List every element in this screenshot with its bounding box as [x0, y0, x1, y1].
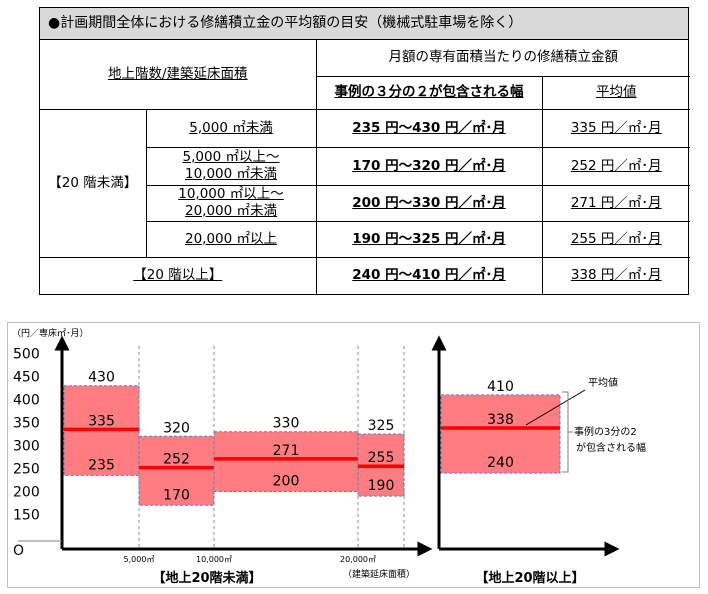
range-bracket: [562, 391, 569, 473]
high-value-label: 430: [88, 370, 115, 386]
range-text: 235 円〜430 円／㎡･月: [352, 119, 506, 136]
table-row: 【20 階以上】 240 円〜410 円／㎡･月 338 円／㎡･月: [40, 256, 690, 294]
avg-text: 271 円／㎡･月: [570, 194, 662, 211]
group-over20-label: 【20 階以上】: [133, 267, 223, 284]
high-value-label: 330: [273, 416, 300, 432]
avg-value-label: 255: [368, 450, 395, 466]
table-row: 10,000 ㎡以上〜 20,000 ㎡未満 200 円〜330 円／㎡･月 2…: [40, 184, 690, 222]
y-tick-label: 400: [13, 393, 40, 409]
group-label-over20: 【地上20階以上】: [475, 570, 584, 586]
group-under20-label: 【20 階未満】: [48, 174, 138, 191]
avg-text: 335 円／㎡･月: [570, 119, 662, 136]
range-text: 240 円〜410 円／㎡･月: [352, 267, 506, 284]
area-cell: 5,000 ㎡以上〜 10,000 ㎡未満: [146, 146, 317, 186]
range-cell: 240 円〜410 円／㎡･月: [315, 256, 543, 294]
y-tick-label: 150: [13, 508, 40, 524]
estimate-table: ●計画期間全体における修繕積立金の平均額の目安（機械式駐車場を除く） 地上階数/…: [39, 7, 690, 295]
header-monthly: 月額の専有面積当たりの修繕積立金額: [315, 40, 690, 77]
group-label-under20: 【地上20階未満】: [152, 570, 261, 586]
group-under20-cell: 【20 階未満】: [40, 108, 147, 258]
range-bar: [213, 431, 359, 493]
table-grid: 地上階数/建築延床面積 月額の専有面積当たりの修繕積立金額 事例の３分の２が包含…: [40, 40, 690, 294]
avg-value-label: 338: [487, 412, 514, 428]
low-value-label: 200: [273, 474, 300, 490]
avg-value-label: 335: [88, 413, 115, 429]
range-text: 170 円〜320 円／㎡･月: [352, 157, 506, 174]
area-cell: 20,000 ㎡以上: [146, 220, 317, 258]
annotation-range-line2: が包含される幅: [576, 441, 646, 454]
group-over20-cell: 【20 階以上】: [40, 256, 317, 294]
y-tick-label: 250: [13, 462, 40, 478]
header-range-text: 事例の３分の２が包含される幅: [334, 84, 524, 100]
avg-cell: 271 円／㎡･月: [541, 184, 690, 222]
avg-text: 255 円／㎡･月: [570, 230, 662, 247]
avg-text: 252 円／㎡･月: [570, 157, 662, 174]
range-bar: [138, 435, 215, 506]
y-tick-label: 300: [13, 439, 40, 455]
y-tick-label: O: [13, 543, 24, 559]
range-text: 190 円〜325 円／㎡･月: [352, 230, 506, 247]
range-cell: 190 円〜325 円／㎡･月: [315, 220, 543, 258]
table-title: ●計画期間全体における修繕積立金の平均額の目安（機械式駐車場を除く）: [40, 8, 688, 40]
avg-annotation-leader: [525, 389, 586, 426]
header-monthly-text: 月額の専有面積当たりの修繕積立金額: [388, 49, 619, 66]
table-row: 5,000 ㎡以上〜 10,000 ㎡未満 170 円〜320 円／㎡･月 25…: [40, 146, 690, 186]
avg-cell: 252 円／㎡･月: [541, 146, 690, 186]
y-axis-title: （円／専床㎡･月）: [12, 327, 89, 339]
header-avg-text: 平均値: [596, 84, 637, 100]
x-tick-label: 5,000㎡: [124, 555, 155, 564]
high-value-label: 320: [163, 420, 190, 436]
annotation-avg-label: 平均値: [588, 376, 618, 389]
low-value-label: 240: [487, 455, 514, 471]
avg-text: 338 円／㎡･月: [570, 267, 662, 284]
y-tick-label: 350: [13, 416, 40, 432]
table-row: 20,000 ㎡以上 190 円〜325 円／㎡･月 255 円／㎡･月: [40, 220, 690, 258]
x-axis-title: （建築延床面積）: [343, 568, 415, 580]
chart-frame: [7, 322, 700, 588]
low-value-label: 190: [368, 478, 395, 494]
avg-value-label: 271: [273, 443, 300, 459]
area-text: 5,000 ㎡以上〜: [182, 149, 280, 165]
range-text: 200 円〜330 円／㎡･月: [352, 194, 506, 211]
x-tick-label: 20,000㎡: [340, 555, 376, 564]
area-text-line2: 10,000 ㎡未満: [184, 166, 278, 182]
y-tick-label: 200: [13, 485, 40, 501]
high-value-label: 410: [487, 379, 514, 395]
header-floor-area-text: 地上階数/建築延床面積: [107, 65, 248, 82]
avg-cell: 255 円／㎡･月: [541, 220, 690, 258]
low-value-label: 170: [163, 487, 190, 503]
y-tick-label: 450: [13, 370, 40, 386]
high-value-label: 325: [368, 418, 395, 434]
x-tick-label: 10,000㎡: [196, 555, 232, 564]
header-floor-area: 地上階数/建築延床面積: [40, 40, 317, 110]
avg-value-label: 252: [163, 452, 190, 468]
low-value-label: 235: [88, 457, 115, 473]
avg-cell: 338 円／㎡･月: [541, 256, 690, 294]
area-cell: 5,000 ㎡未満: [145, 108, 317, 148]
area-text-line2: 20,000 ㎡未満: [184, 203, 278, 219]
area-cell: 10,000 ㎡以上〜 20,000 ㎡未満: [146, 184, 317, 222]
range-cell: 200 円〜330 円／㎡･月: [315, 184, 543, 222]
area-text: 10,000 ㎡以上〜: [178, 186, 284, 202]
y-tick-label: 500: [13, 347, 40, 363]
area-text: 20,000 ㎡以上: [184, 230, 278, 247]
range-bar: [440, 394, 561, 474]
area-text: 5,000 ㎡未満: [189, 119, 273, 136]
annotation-range-line1: 事例の3分の2: [574, 425, 637, 438]
